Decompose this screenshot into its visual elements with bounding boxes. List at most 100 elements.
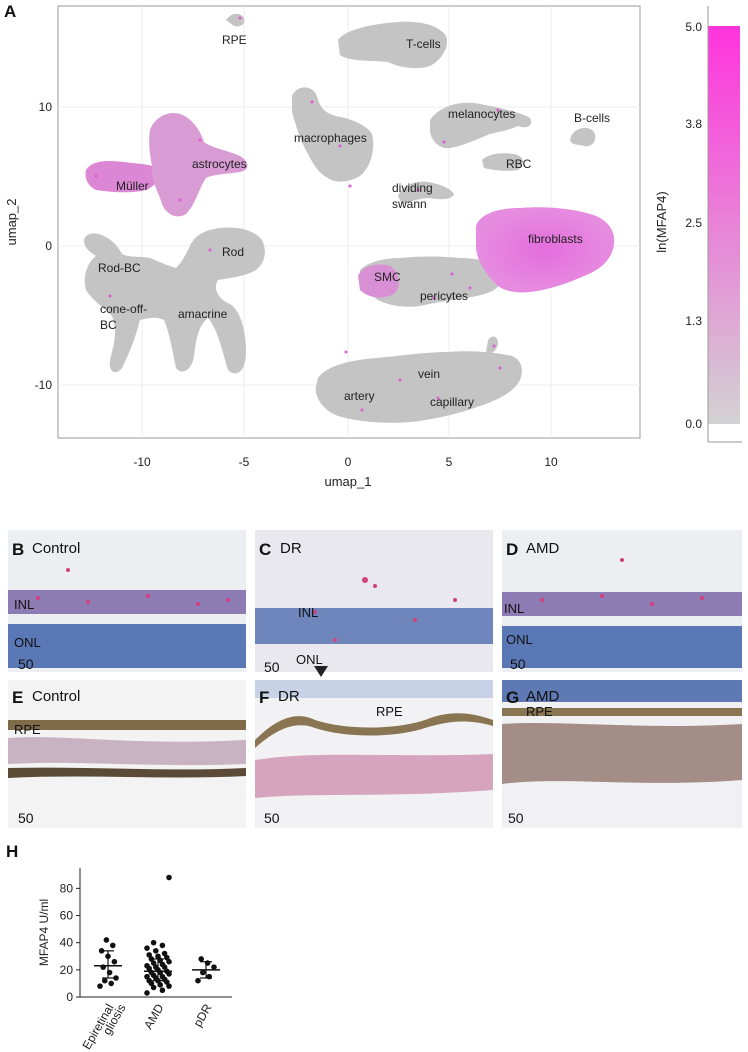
micro-d [502,530,742,672]
ytick-2: -10 [35,378,53,392]
colorbar-label: ln(MFAP4) [654,191,669,252]
micro-g-letter: G [506,688,520,707]
micro-c-label-inl: INL [298,605,319,620]
ytick-0: 10 [39,100,53,114]
cb-tick-4: 0.0 [685,417,702,431]
cluster-dividing [398,181,454,204]
label-fibroblasts: fibroblasts [528,232,583,246]
h-data-point [159,987,166,994]
h-data-point [97,983,103,989]
micro-c-title: DR [280,540,302,557]
colorbar-gradient [708,26,740,424]
micro-c [255,530,493,672]
micro-c-letter: C [259,540,272,559]
umap-highlight-dots [94,16,502,412]
label-melanocytes: melanocytes [448,107,515,121]
h-data-point [150,939,157,946]
label-astrocytes: astrocytes [192,157,247,171]
h-data-point [146,952,152,958]
cb-tick-3: 1.3 [685,314,702,328]
h-data-point [144,945,150,951]
h-data-point [153,948,159,954]
micro-b-scale: 50 [18,656,34,672]
h-ytick-label: 0 [66,990,73,1004]
mfap4-points [97,874,217,996]
label-rod-bc: Rod-BC [98,261,141,275]
h-data-point [211,964,217,970]
panel-a-letter: A [4,2,17,21]
h-data-point [206,973,212,980]
cb-tick-2: 2.5 [685,216,702,230]
xtick-1: -5 [239,455,250,469]
cluster-rbc [482,153,523,171]
h-data-point [110,942,116,949]
h-data-point [113,975,119,981]
micro-e [8,680,246,828]
xtick-2: 0 [345,455,352,469]
cb-tick-0: 5.0 [685,20,702,34]
label-amacrine: amacrine [178,307,228,321]
cluster-tcells [338,21,448,69]
micro-f-letter: F [259,688,270,707]
micro-e-letter: E [12,688,24,707]
micro-c-label-onl: ONL [296,652,323,667]
micro-e-label-rpe: RPE [14,722,41,737]
h-ytick-label: 20 [60,963,74,977]
umap-xlabel: umap_1 [325,474,372,489]
h-ytick-label: 80 [60,881,74,895]
h-category-label: AMD [141,1001,167,1031]
xtick-3: 5 [446,455,453,469]
h-data-point [144,990,150,996]
cluster-vascular [315,351,522,423]
micro-b-label-inl: INL [14,597,35,612]
h-data-point [108,980,114,987]
micro-c-scale: 50 [264,659,280,675]
label-tcells: T-cells [406,37,441,51]
label-muller: Müller [116,179,149,193]
cluster-muller [85,160,160,193]
micro-g-title: AMD [526,688,560,705]
label-macrophages: macrophages [294,131,367,145]
micro-f-title: DR [278,688,300,705]
umap-gray-clusters [84,13,596,423]
h-data-point [102,977,108,984]
arrowhead-icon [314,666,328,677]
h-data-point [195,977,201,984]
cluster-smc [358,264,399,298]
micro-g [502,680,742,828]
micro-c-image [255,530,493,672]
mfap4-axes: 0 20 40 60 80 MFAP4 U/ml [37,868,232,1004]
colorbar: 5.0 3.8 2.5 1.3 0.0 ln(MFAP4) [654,6,742,443]
micro-e-image [8,680,246,828]
panel-h-letter: H [6,842,19,861]
micro-g-image [502,680,742,828]
mfap4-summary [94,950,220,982]
micro-b-title: Control [32,540,81,557]
h-data-point [144,973,150,980]
cluster-vascular-tail [486,336,498,354]
label-rpe: RPE [222,33,247,47]
micro-d-label-inl: INL [504,601,525,616]
ytick-1: 0 [45,239,52,253]
label-rbc: RBC [506,157,532,171]
micro-b-label-onl: ONL [14,635,41,650]
h-category-label: pDR [190,1001,214,1029]
micro-d-letter: D [506,540,519,559]
h-data-point [98,948,105,954]
h-ytick-label: 60 [60,909,74,923]
label-smc: SMC [374,270,401,284]
label-vein: vein [418,367,440,381]
cb-tick-1: 3.8 [685,117,702,131]
label-swann: swann [392,197,427,211]
micro-d-scale: 50 [510,656,526,672]
micro-f [255,680,493,828]
label-pericytes: pericytes [420,289,468,303]
label-capillary: capillary [430,395,474,409]
umap-ylabel: umap_2 [4,199,19,246]
micro-d-title: AMD [526,540,560,557]
h-data-point [161,950,168,957]
cluster-fibroblasts [476,207,615,293]
umap-plot: RPE T-cells melanocytes B-cells macropha… [4,5,742,489]
micro-f-label-rpe: RPE [376,704,403,719]
micro-f-scale: 50 [264,810,280,826]
